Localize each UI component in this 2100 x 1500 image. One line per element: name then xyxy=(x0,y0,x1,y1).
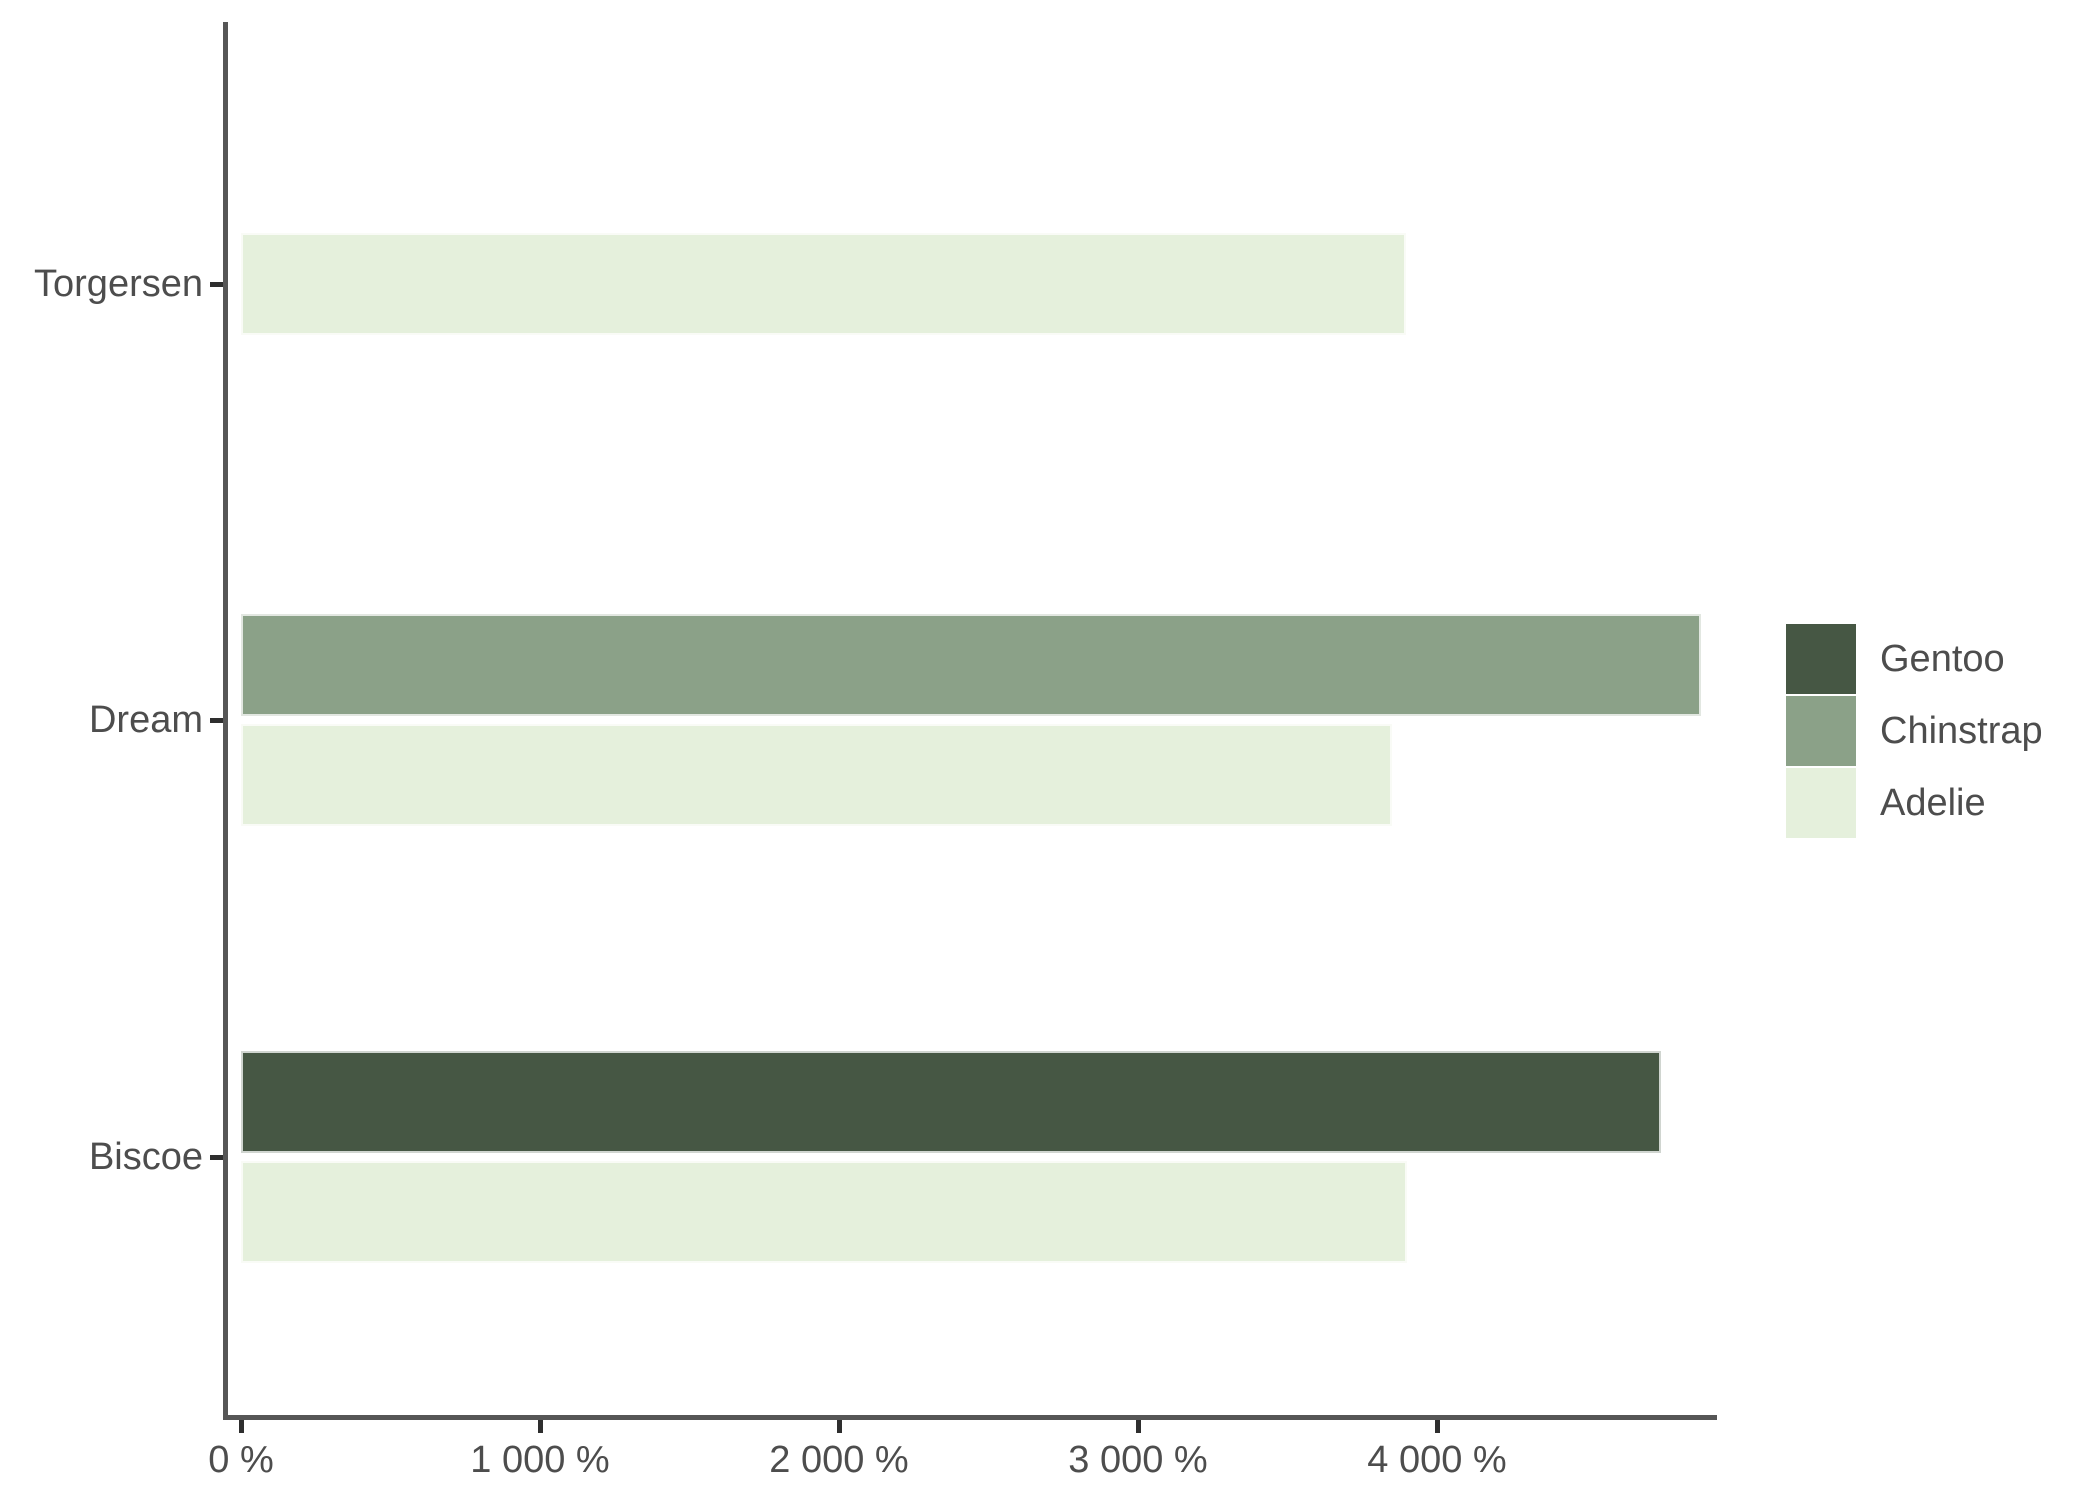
bar-torgersen-adelie xyxy=(241,233,1406,335)
x-tick-label-4000: 4 000 % xyxy=(1367,1439,1507,1481)
x-tick-label-3000: 3 000 % xyxy=(1068,1439,1208,1481)
bar-biscoe-adelie xyxy=(241,1161,1407,1263)
bar-dream-adelie xyxy=(241,724,1393,826)
x-tick-1000 xyxy=(538,1420,543,1433)
y-tick-dream xyxy=(210,718,223,723)
x-tick-0 xyxy=(239,1420,244,1433)
legend-label-gentoo: Gentoo xyxy=(1880,638,2005,680)
legend-label-adelie: Adelie xyxy=(1880,782,1986,824)
x-tick-3000 xyxy=(1136,1420,1141,1433)
y-tick-label-biscoe: Biscoe xyxy=(88,1136,203,1178)
y-tick-torgersen xyxy=(210,282,223,287)
legend-swatch-gentoo xyxy=(1786,624,1856,694)
legend-swatch-adelie xyxy=(1786,768,1856,838)
y-tick-label-dream: Dream xyxy=(88,699,203,741)
y-tick-biscoe xyxy=(210,1155,223,1160)
x-tick-label-1000: 1 000 % xyxy=(470,1439,610,1481)
x-tick-label-2000: 2 000 % xyxy=(769,1439,909,1481)
y-tick-label-torgersen: Torgersen xyxy=(34,263,203,305)
bar-biscoe-gentoo xyxy=(241,1051,1662,1153)
x-axis-line xyxy=(223,1415,1717,1420)
x-tick-2000 xyxy=(837,1420,842,1433)
x-tick-label-0: 0 % xyxy=(208,1439,274,1481)
y-axis-line xyxy=(223,22,228,1419)
bar-dream-chinstrap xyxy=(241,614,1702,716)
legend-swatch-chinstrap xyxy=(1786,696,1856,766)
legend-label-chinstrap: Chinstrap xyxy=(1880,710,2043,752)
x-tick-4000 xyxy=(1435,1420,1440,1433)
